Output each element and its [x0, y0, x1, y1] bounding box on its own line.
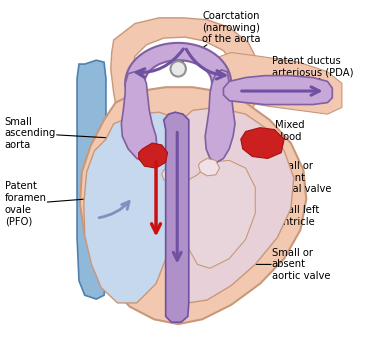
Text: Mixed
blood: Mixed blood [273, 120, 304, 143]
Text: Patent
foramen
ovale
(PFO): Patent foramen ovale (PFO) [5, 181, 149, 226]
Polygon shape [104, 180, 149, 203]
Text: Small
ascending
aorta: Small ascending aorta [5, 117, 133, 150]
Polygon shape [111, 18, 260, 136]
Polygon shape [139, 143, 168, 168]
Polygon shape [169, 107, 294, 303]
Circle shape [170, 61, 186, 77]
Polygon shape [185, 160, 255, 268]
Polygon shape [80, 87, 306, 324]
Polygon shape [241, 128, 284, 159]
Polygon shape [77, 60, 109, 299]
Polygon shape [205, 70, 235, 162]
Polygon shape [199, 159, 220, 176]
Polygon shape [224, 76, 332, 105]
Polygon shape [121, 72, 157, 162]
Text: Small or
absent
mitral valve: Small or absent mitral valve [255, 161, 331, 194]
Text: Small left
ventricle: Small left ventricle [252, 205, 319, 227]
Polygon shape [162, 165, 183, 183]
Text: Patent ductus
arteriosus (PDA): Patent ductus arteriosus (PDA) [272, 56, 353, 91]
Text: Coarctation
(narrowing)
of the aorta: Coarctation (narrowing) of the aorta [179, 11, 261, 64]
Polygon shape [212, 53, 342, 114]
Text: Small or
absent
aortic valve: Small or absent aortic valve [239, 248, 330, 281]
Polygon shape [164, 112, 189, 322]
Polygon shape [125, 43, 231, 86]
Polygon shape [84, 112, 183, 303]
